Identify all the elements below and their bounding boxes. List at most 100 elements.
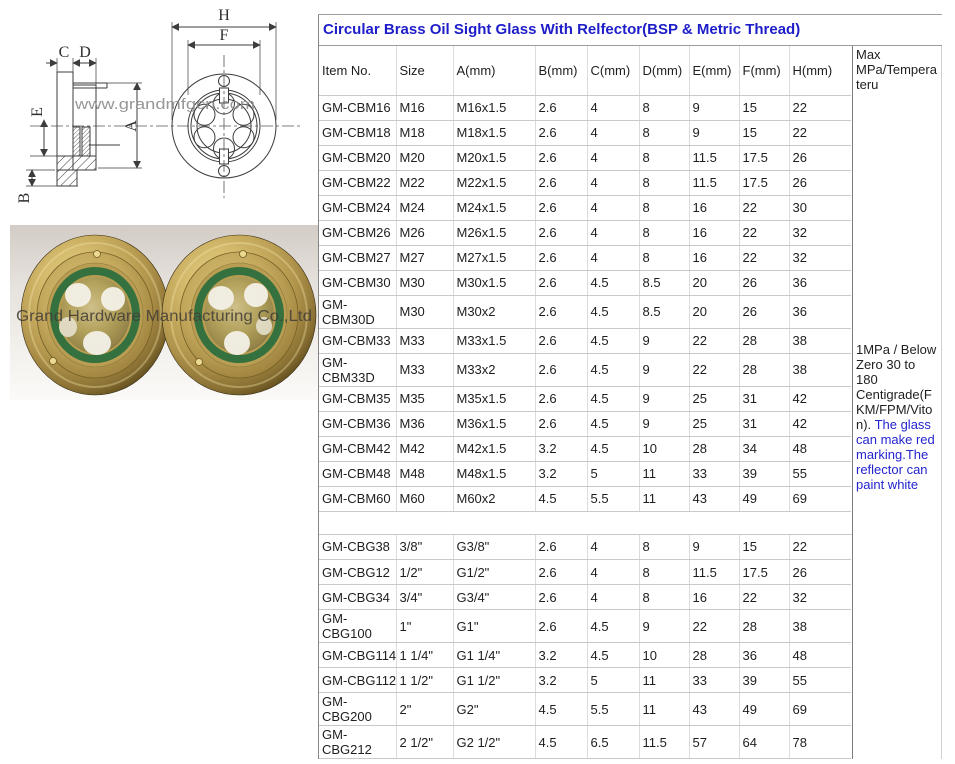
table-cell: G1/2" — [453, 559, 536, 585]
metric-spec-table: Item No. Size A(mm) B(mm) C(mm) D(mm) E(… — [319, 46, 851, 512]
table-row: GM-CBG38 3/8" G3/8" 2.6 4 8 9 15 22 — [319, 534, 851, 560]
table-row: GM- CBM33D M33 M33x2 2.6 4.5 9 22 28 38 — [319, 353, 851, 387]
table-cell: 2.6 — [535, 609, 588, 643]
table-row: GM-CBM35 M35 M35x1.5 2.6 4.5 9 25 31 42 — [319, 386, 851, 412]
table-cell: 4.5 — [535, 692, 588, 726]
col-header-item: Item No. — [319, 46, 397, 96]
dim-label-c: C — [59, 44, 70, 61]
table-cell: M60x2 — [453, 486, 536, 512]
col-header-a: A(mm) — [453, 46, 536, 96]
table-cell: 31 — [739, 386, 790, 412]
table-cell: M33 — [396, 353, 454, 387]
table-cell: GM-CBM35 — [319, 386, 397, 412]
table-cell: 28 — [689, 642, 740, 668]
col-header-max: Max MPa/Temperateru — [856, 47, 937, 92]
table-row: GM-CBG112 1 1/2" G1 1/2" 3.2 5 11 33 39 55 — [319, 667, 851, 693]
table-row: GM-CBM33 M33 M33x1.5 2.6 4.5 9 22 28 38 — [319, 328, 851, 354]
table-cell: 4.5 — [587, 609, 640, 643]
section-gap — [319, 512, 852, 535]
table-cell: M20 — [396, 145, 454, 171]
table-cell: GM-CBG114 — [319, 642, 397, 668]
table-cell: 22 — [739, 245, 790, 271]
table-cell: 38 — [789, 609, 851, 643]
table-cell: G1 1/4" — [453, 642, 536, 668]
dim-label-b: B — [16, 193, 33, 204]
table-cell: 55 — [789, 667, 851, 693]
spec-columns: Item No. Size A(mm) B(mm) C(mm) D(mm) E(… — [319, 46, 852, 759]
table-cell: 25 — [689, 386, 740, 412]
table-cell: 20 — [689, 270, 740, 296]
diagram-watermark: www.grandmfgcn.com — [74, 96, 255, 113]
table-cell: GM-CBM33 — [319, 328, 397, 354]
table-cell: 22 — [689, 328, 740, 354]
sight-glass-left — [20, 234, 170, 396]
table-cell: 11.5 — [689, 145, 740, 171]
table-cell: 2.6 — [535, 220, 588, 246]
table-cell: 4.5 — [587, 270, 640, 296]
table-cell: G3/8" — [453, 534, 536, 560]
table-cell: 5.5 — [587, 692, 640, 726]
table-cell: GM-CBM42 — [319, 436, 397, 462]
table-cell: 22 — [689, 353, 740, 387]
table-cell: 15 — [739, 120, 790, 146]
table-cell: 3/4" — [396, 584, 454, 610]
table-cell: 8 — [639, 245, 690, 271]
table-row: GM-CBM18 M18 M18x1.5 2.6 4 8 9 15 22 — [319, 120, 851, 146]
table-cell: GM-CBG12 — [319, 559, 397, 585]
table-cell: 6.5 — [587, 725, 640, 759]
table-cell: 17.5 — [739, 170, 790, 196]
col-header-size: Size — [396, 46, 454, 96]
table-cell: 36 — [789, 295, 851, 329]
table-cell: 11 — [639, 692, 690, 726]
table-cell: 39 — [739, 461, 790, 487]
table-cell: G2 1/2" — [453, 725, 536, 759]
table-cell: 8.5 — [639, 270, 690, 296]
table-cell: M60 — [396, 486, 454, 512]
table-row: GM-CBG34 3/4" G3/4" 2.6 4 8 16 22 32 — [319, 584, 851, 610]
table-cell: 9 — [689, 534, 740, 560]
table-cell: 39 — [739, 667, 790, 693]
table-cell: 5 — [587, 461, 640, 487]
table-cell: 28 — [739, 609, 790, 643]
col-header-c: C(mm) — [587, 46, 640, 96]
table-cell: 4 — [587, 120, 640, 146]
table-cell: 32 — [789, 220, 851, 246]
table-cell: 3.2 — [535, 642, 588, 668]
table-cell: G3/4" — [453, 584, 536, 610]
table-row: GM-CBM20 M20 M20x1.5 2.6 4 8 11.5 17.5 26 — [319, 145, 851, 171]
table-cell: 9 — [689, 120, 740, 146]
table-cell: 16 — [689, 220, 740, 246]
table-cell: 49 — [739, 692, 790, 726]
table-cell: 38 — [789, 328, 851, 354]
table-cell: 8 — [639, 534, 690, 560]
table-cell: M36x1.5 — [453, 411, 536, 437]
table-cell: M22x1.5 — [453, 170, 536, 196]
table-cell: 8 — [639, 120, 690, 146]
table-cell: 4 — [587, 559, 640, 585]
table-cell: 42 — [789, 386, 851, 412]
table-cell: 4.5 — [587, 295, 640, 329]
product-photo: Grand Hardware Manufacturing Co.,Ltd — [10, 225, 318, 400]
table-cell: 5 — [587, 667, 640, 693]
table-cell: 8 — [639, 195, 690, 221]
table-cell: 26 — [739, 270, 790, 296]
table-cell: 4 — [587, 534, 640, 560]
dim-label-f: F — [220, 27, 229, 44]
table-cell: 33 — [689, 461, 740, 487]
table-cell: 26 — [789, 145, 851, 171]
table-cell: GM-CBM16 — [319, 95, 397, 121]
table-cell: M35 — [396, 386, 454, 412]
table-cell: 78 — [789, 725, 851, 759]
table-cell: 4.5 — [535, 486, 588, 512]
table-cell: 8 — [639, 145, 690, 171]
table-cell: M22 — [396, 170, 454, 196]
table-row: GM-CBM26 M26 M26x1.5 2.6 4 8 16 22 32 — [319, 220, 851, 246]
table-cell: GM-CBG34 — [319, 584, 397, 610]
table-cell: 2.6 — [535, 195, 588, 221]
sight-glass-right — [161, 234, 317, 396]
table-cell: GM- CBG100 — [319, 609, 397, 643]
table-cell: GM- CBM33D — [319, 353, 397, 387]
table-cell: 5.5 — [587, 486, 640, 512]
table-cell: 43 — [689, 486, 740, 512]
table-cell: 4.5 — [587, 411, 640, 437]
